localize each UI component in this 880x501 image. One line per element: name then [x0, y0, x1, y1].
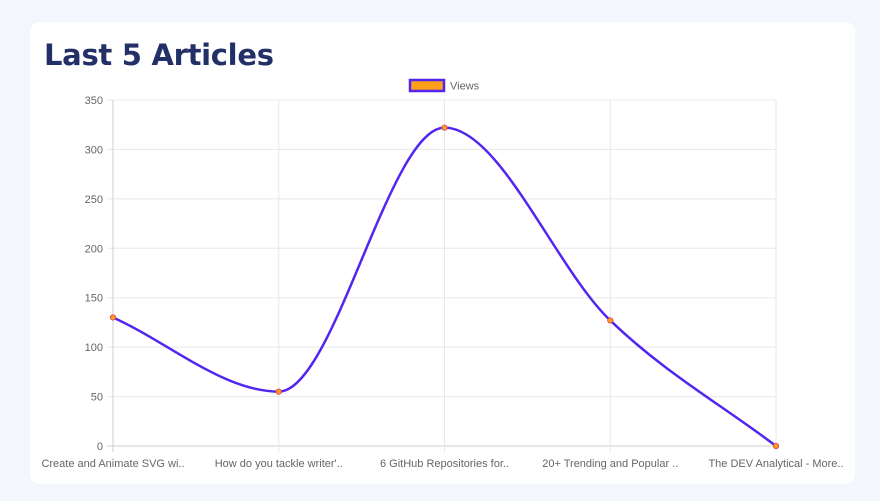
- y-tick-label: 350: [85, 95, 103, 107]
- chart-card: Last 5 Articles 0 50 100 150 200 250 300 350 Cre…: [30, 22, 855, 484]
- data-point: [109, 314, 117, 321]
- data-point: [607, 317, 614, 324]
- y-tick-label: 100: [85, 342, 103, 354]
- legend-label: Views: [450, 81, 480, 93]
- views-line-chart: 0 50 100 150 200 250 300 350 Create and Animate …: [41, 78, 844, 470]
- data-point: [772, 442, 780, 450]
- x-tick-label: Create and Animate SVG wi..: [41, 458, 184, 470]
- y-tick-label: 0: [97, 441, 103, 453]
- data-point: [441, 124, 448, 131]
- y-tick-label: 200: [85, 243, 103, 255]
- legend-swatch: [408, 78, 446, 93]
- data-point: [275, 388, 282, 395]
- y-tick-label: 150: [85, 293, 103, 305]
- x-tick-label: The DEV Analytical - More..: [708, 458, 843, 470]
- x-tick-label: How do you tackle writer'..: [215, 458, 343, 470]
- y-tick-label: 50: [91, 392, 103, 404]
- chart-legend: Views: [408, 78, 480, 93]
- x-tick-label: 6 GitHub Repositories for..: [380, 458, 509, 470]
- y-tick-label: 300: [85, 144, 103, 156]
- x-tick-label: 20+ Trending and Popular ..: [542, 458, 678, 470]
- y-tick-label: 250: [85, 194, 103, 206]
- page-title: Last 5 Articles: [44, 38, 274, 72]
